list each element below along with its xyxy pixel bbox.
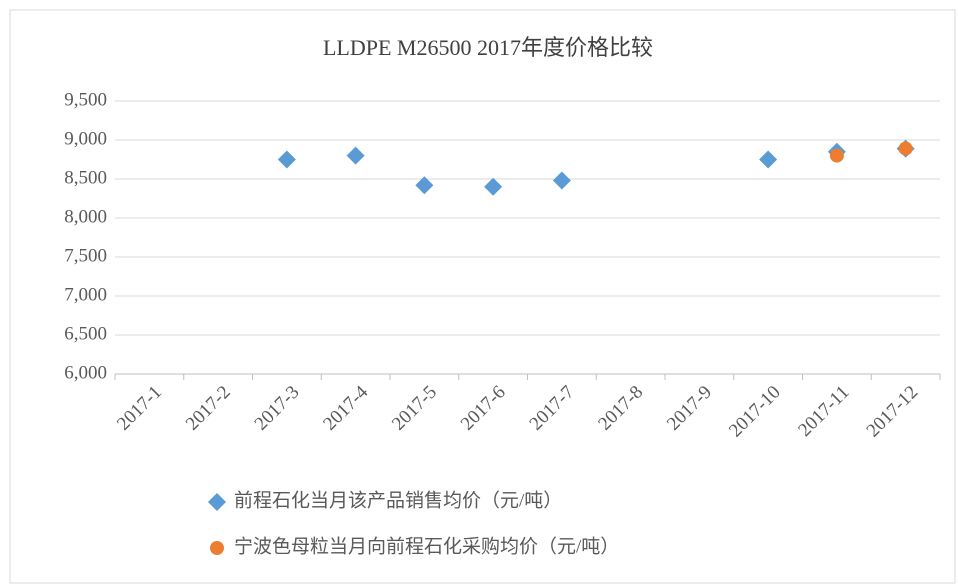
y-tick-label: 9,000 — [64, 128, 107, 149]
legend-label: 宁波色母粒当月向前程石化采购均价（元/吨） — [234, 535, 619, 557]
marker — [277, 150, 296, 169]
marker — [346, 146, 365, 165]
y-tick-label: 7,500 — [64, 245, 107, 266]
marker — [208, 493, 226, 511]
marker — [898, 141, 913, 156]
marker — [415, 176, 434, 195]
marker — [552, 171, 571, 190]
chart-title: LLDPE M26500 2017年度价格比较 — [323, 35, 653, 60]
y-tick-label: 6,000 — [64, 362, 107, 383]
legend-label: 前程石化当月该产品销售均价（元/吨） — [234, 489, 562, 511]
y-tick-label: 7,000 — [64, 284, 107, 305]
marker — [759, 150, 778, 169]
y-tick-label: 8,500 — [64, 167, 107, 188]
y-tick-label: 6,500 — [64, 323, 107, 344]
y-tick-label: 9,500 — [64, 89, 107, 110]
marker — [210, 541, 224, 555]
marker — [829, 148, 844, 163]
marker — [484, 177, 503, 196]
y-tick-label: 8,000 — [64, 206, 107, 227]
